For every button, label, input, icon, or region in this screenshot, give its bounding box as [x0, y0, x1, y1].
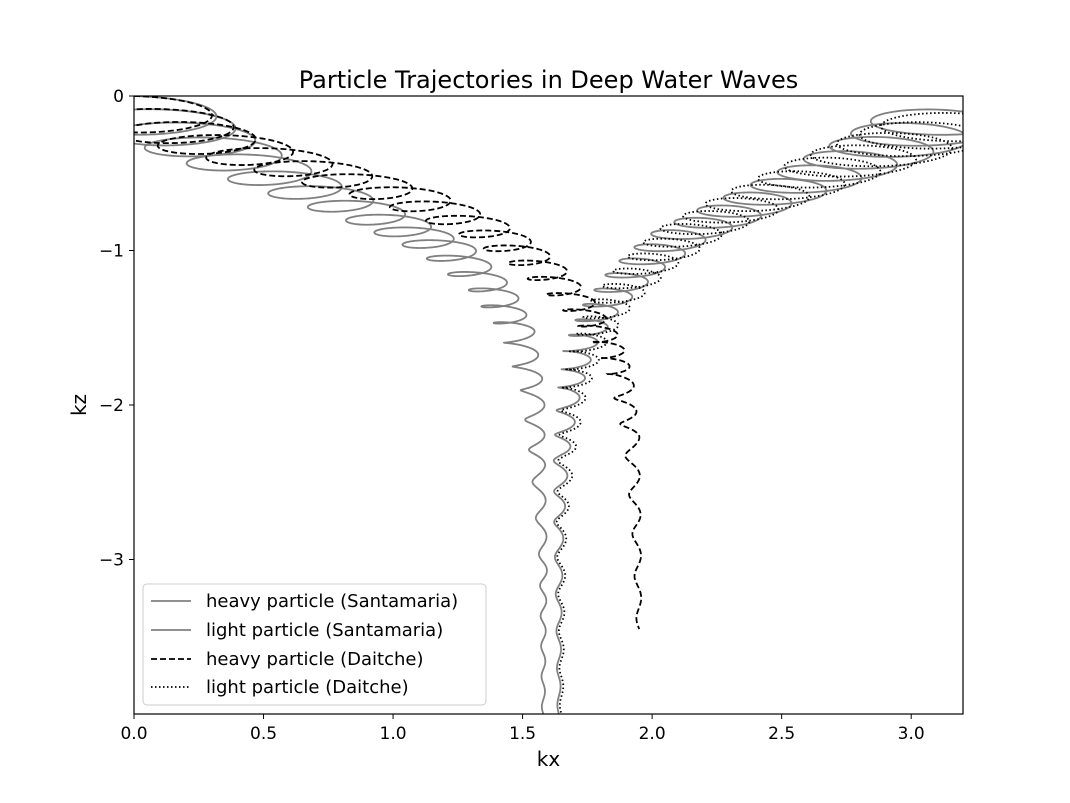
series-line-3	[555, 112, 963, 714]
legend-label-light-santamaria: light particle (Santamaria)	[206, 620, 443, 641]
series-line-0	[134, 96, 548, 714]
legend: heavy particle (Santamaria) light partic…	[142, 583, 487, 706]
chart-title: Particle Trajectories in Deep Water Wave…	[299, 66, 799, 94]
y-tick-label: −3	[99, 551, 124, 571]
x-tick-label: 0.0	[120, 724, 147, 744]
series-line-2	[134, 96, 643, 630]
x-tick-label: 0.5	[250, 724, 277, 744]
x-tick-label: 2.0	[639, 724, 666, 744]
y-tick-label: 0	[113, 87, 124, 107]
x-axis-label: kx	[537, 747, 561, 771]
y-tick-label: −1	[99, 242, 124, 262]
y-axis-label: kz	[67, 394, 91, 416]
legend-label-heavy-daitche: heavy particle (Daitche)	[206, 649, 424, 670]
legend-label-light-daitche: light particle (Daitche)	[206, 677, 409, 698]
y-tick-label: −2	[99, 396, 124, 416]
legend-label-heavy-santamaria: heavy particle (Santamaria)	[206, 591, 458, 612]
ticks-layer: 0.0 0.5 1.0 1.5 2.0 2.5 3.0 0 −1 −2 −3	[99, 87, 925, 744]
x-tick-label: 2.5	[768, 724, 795, 744]
series-line-1	[552, 96, 963, 714]
x-tick-label: 1.0	[380, 724, 407, 744]
x-tick-label: 1.5	[509, 724, 536, 744]
legend-box	[142, 583, 487, 706]
x-tick-label: 3.0	[898, 724, 925, 744]
series-layer	[134, 96, 963, 714]
